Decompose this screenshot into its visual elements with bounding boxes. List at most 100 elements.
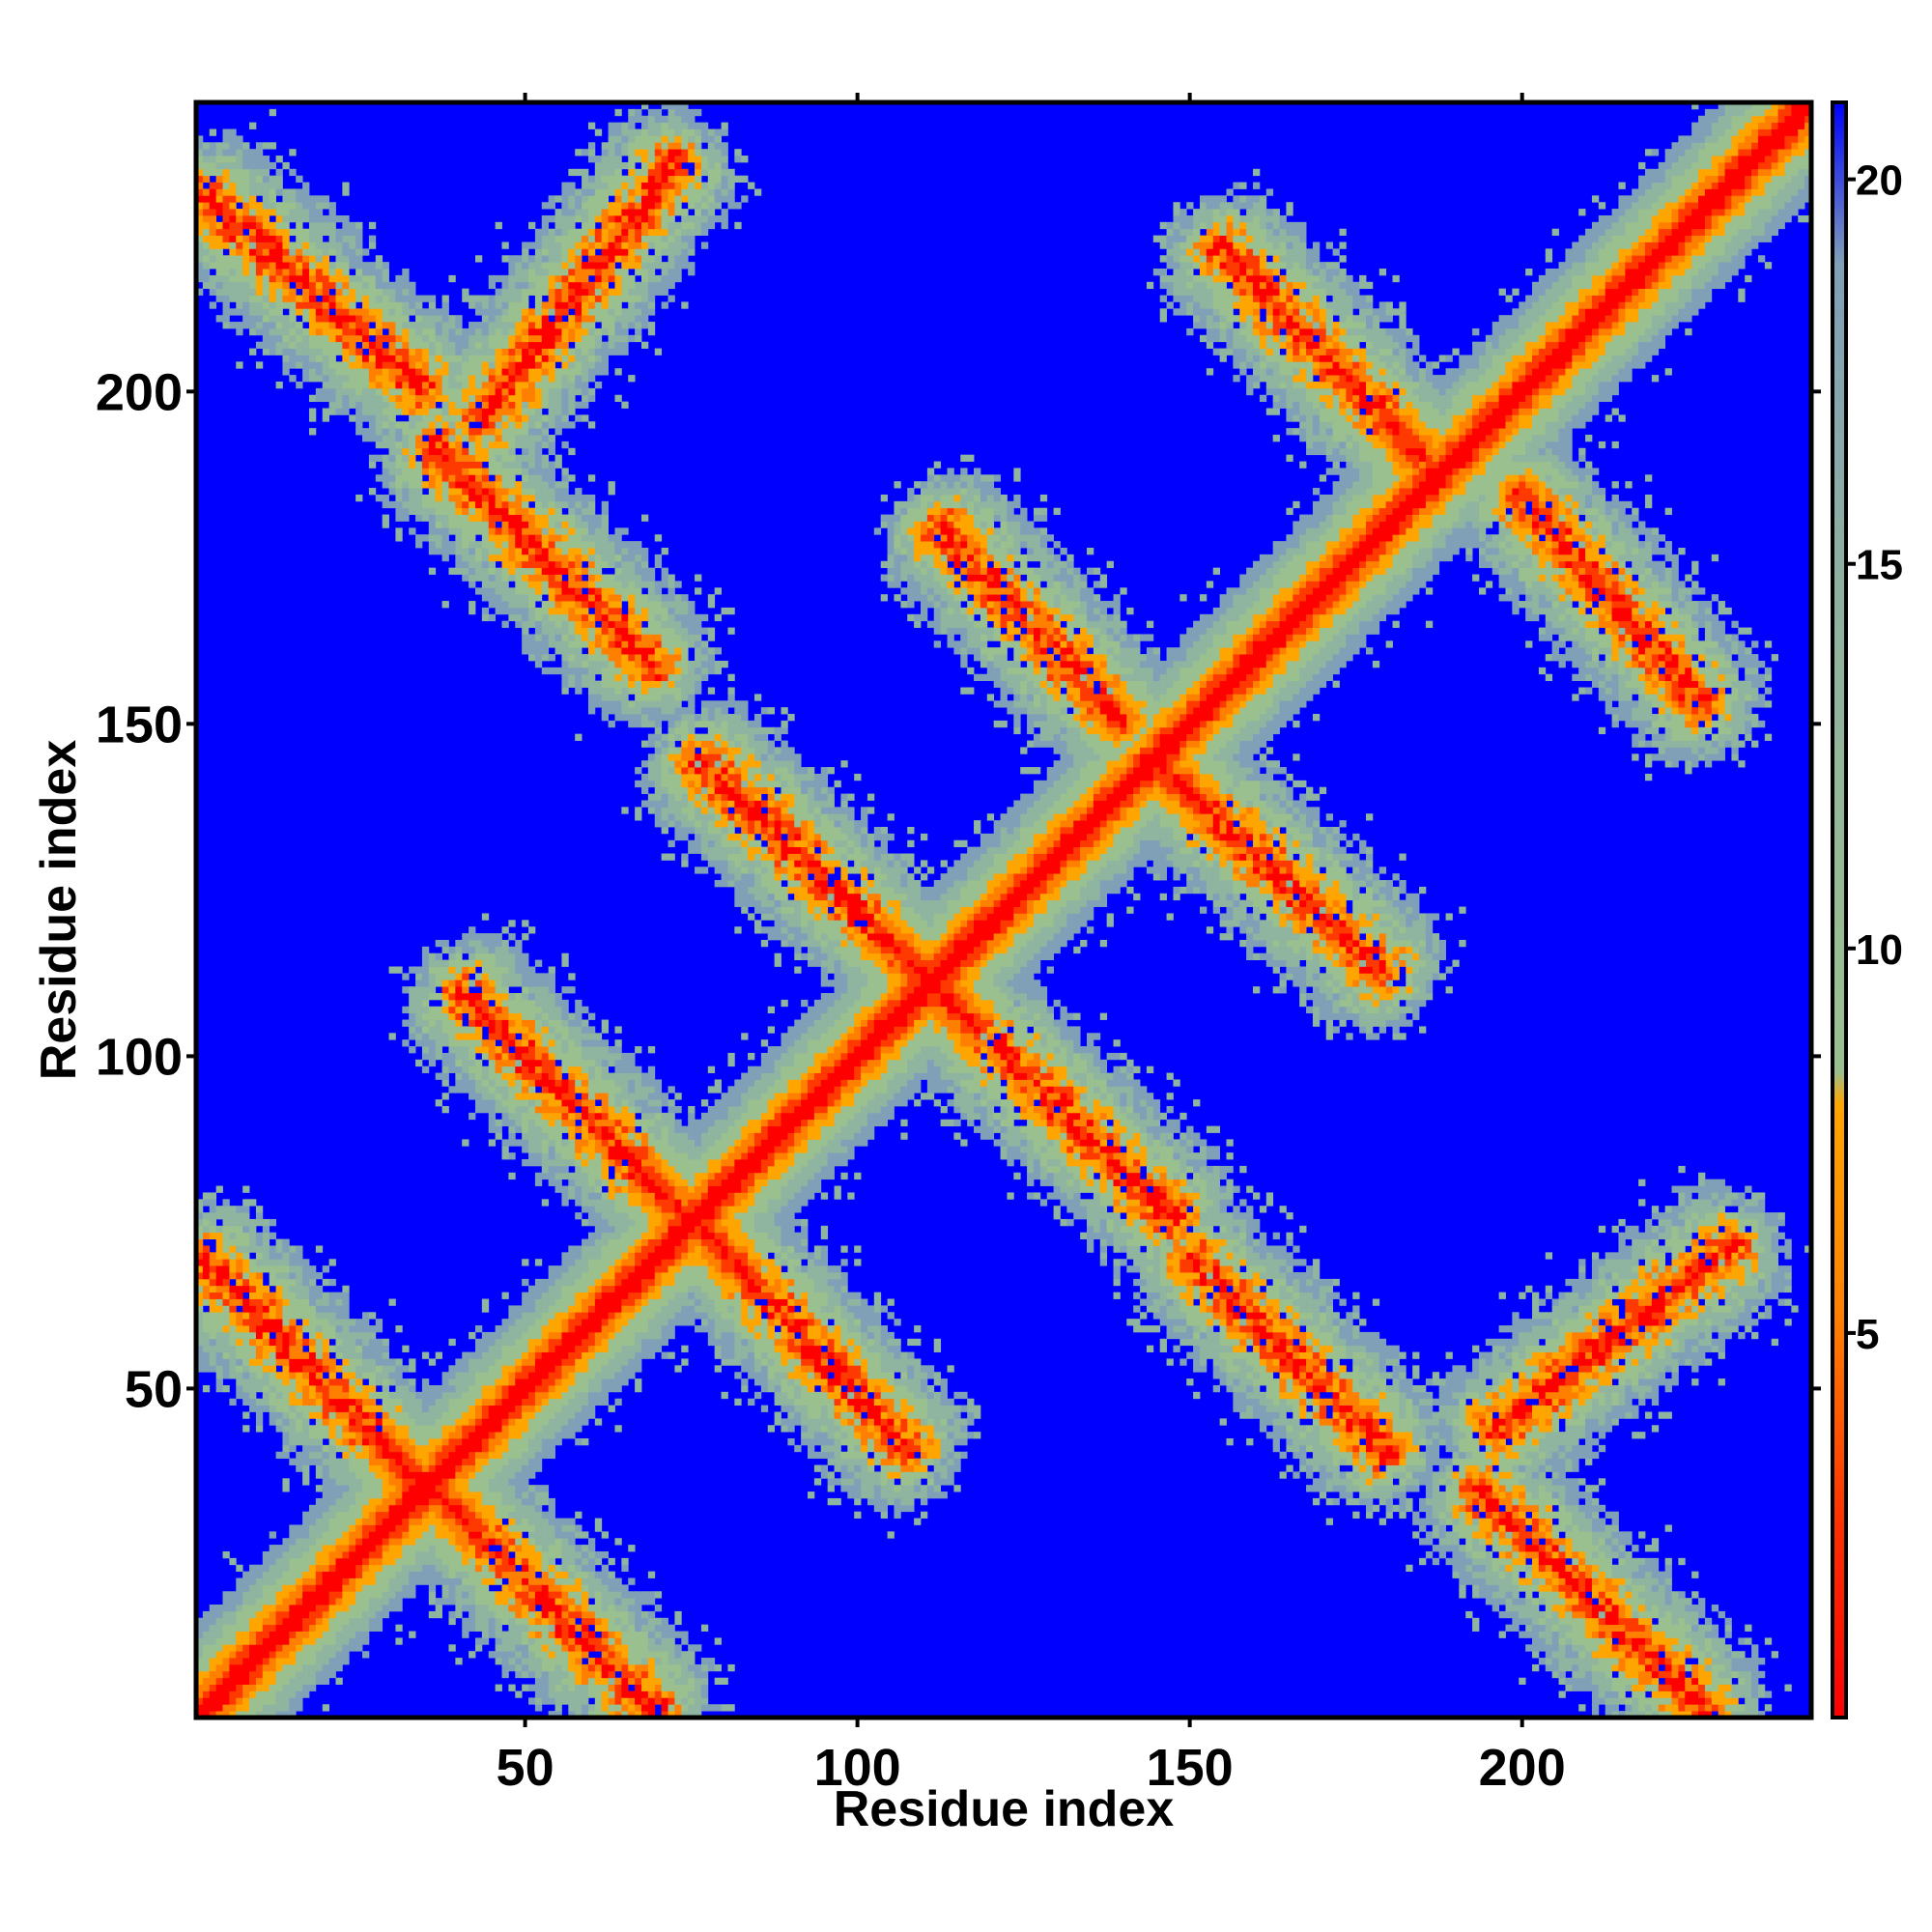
heatmap-cell [441, 308, 449, 316]
heatmap-cell [375, 1391, 384, 1400]
heatmap-cell [474, 1478, 483, 1486]
heatmap-cell [488, 488, 497, 496]
heatmap-cell [242, 1391, 250, 1400]
heatmap-cell [362, 1545, 370, 1552]
heatmap-cell [534, 521, 543, 528]
heatmap-cell [349, 248, 356, 256]
heatmap-cell [395, 488, 403, 496]
heatmap-cell [481, 1405, 490, 1412]
heatmap-cell [534, 1444, 543, 1453]
heatmap-cell [534, 474, 543, 482]
heatmap-cell [196, 1285, 204, 1293]
heatmap-cell [441, 468, 449, 475]
heatmap-cell [289, 1432, 297, 1439]
heatmap-cell [409, 1531, 416, 1539]
heatmap-cell [209, 1338, 217, 1347]
heatmap-cell [382, 468, 389, 475]
heatmap-cell [541, 627, 550, 635]
heatmap-cell [462, 527, 469, 535]
heatmap-cell [322, 1511, 330, 1519]
heatmap-cell [315, 288, 324, 296]
heatmap-cell [262, 341, 270, 349]
heatmap-cell [441, 993, 449, 1001]
heatmap-cell [428, 494, 437, 502]
heatmap-cell [501, 1598, 509, 1605]
heatmap-cell [262, 221, 270, 230]
heatmap-cell [388, 1497, 396, 1506]
heatmap-cell [368, 1425, 377, 1433]
heatmap-cell [388, 1478, 396, 1486]
heatmap-cell [501, 468, 509, 475]
heatmap-cell [469, 408, 476, 415]
heatmap-cell [335, 1478, 343, 1486]
heatmap-cell [308, 1504, 317, 1513]
heatmap-cell [382, 1358, 389, 1366]
heatmap-cell [534, 1624, 543, 1632]
heatmap-cell [289, 1557, 297, 1566]
heatmap-cell [534, 1012, 543, 1020]
heatmap-cell [342, 1504, 350, 1513]
heatmap-cell [428, 315, 437, 323]
heatmap-cell [209, 255, 217, 263]
heatmap-cell [541, 1564, 550, 1573]
heatmap-cell [474, 1391, 483, 1400]
heatmap-cell [196, 1345, 204, 1352]
heatmap-cell [275, 1670, 283, 1679]
heatmap-cell [474, 394, 483, 403]
heatmap-cell [202, 1631, 211, 1638]
heatmap-cell [322, 1305, 330, 1313]
heatmap-cell [302, 301, 310, 309]
heatmap-cell [342, 1338, 350, 1347]
heatmap-cell [209, 1670, 217, 1679]
heatmap-cell [474, 1378, 483, 1386]
heatmap-cell [541, 387, 550, 396]
heatmap-cell [462, 1557, 469, 1566]
heatmap-cell [515, 1464, 523, 1472]
heatmap-cell [415, 322, 423, 329]
heatmap-cell [508, 274, 516, 283]
heatmap-cell [534, 1119, 543, 1127]
heatmap-cell [269, 1531, 276, 1539]
heatmap-cell [462, 1478, 469, 1486]
heatmap-cell [522, 461, 529, 469]
heatmap-cell [215, 1232, 223, 1239]
heatmap-cell [534, 993, 543, 1001]
heatmap-cell [349, 368, 356, 376]
heatmap-cell [388, 1492, 396, 1499]
heatmap-cell [462, 999, 469, 1008]
heatmap-cell [315, 1338, 324, 1347]
heatmap-cell [229, 228, 237, 237]
heatmap-cell [508, 1684, 516, 1691]
heatmap-cell [508, 1384, 516, 1393]
heatmap-cell [342, 1458, 350, 1465]
heatmap-cell [508, 601, 516, 609]
heatmap-cell [308, 1425, 317, 1433]
heatmap-cell [368, 421, 377, 429]
heatmap-cell [409, 1492, 416, 1499]
heatmap-cell [455, 361, 463, 369]
heatmap-cell [522, 1125, 529, 1133]
heatmap-cell [355, 1637, 363, 1645]
heatmap-cell [349, 228, 356, 237]
heatmap-cell [196, 1338, 204, 1347]
heatmap-cell [481, 1605, 490, 1612]
heatmap-cell [362, 435, 370, 442]
heatmap-cell [541, 554, 550, 562]
heatmap-cell [328, 1432, 336, 1439]
heatmap-cell [415, 1511, 423, 1519]
heatmap-cell [495, 607, 502, 615]
heatmap-cell [534, 1125, 543, 1133]
heatmap-cell [355, 1591, 363, 1599]
heatmap-cell [481, 1305, 490, 1313]
heatmap-cell [522, 494, 529, 502]
heatmap-cell [382, 1497, 389, 1506]
heatmap-cell [249, 1651, 257, 1659]
heatmap-cell [308, 1524, 317, 1532]
heatmap-cell [448, 1485, 456, 1492]
heatmap-cell [375, 1584, 384, 1592]
heatmap-cell [349, 1637, 356, 1645]
heatmap-cell [441, 939, 449, 948]
heatmap-cell [495, 1497, 502, 1506]
heatmap-cell [282, 1557, 290, 1566]
heatmap-cell [196, 288, 204, 296]
